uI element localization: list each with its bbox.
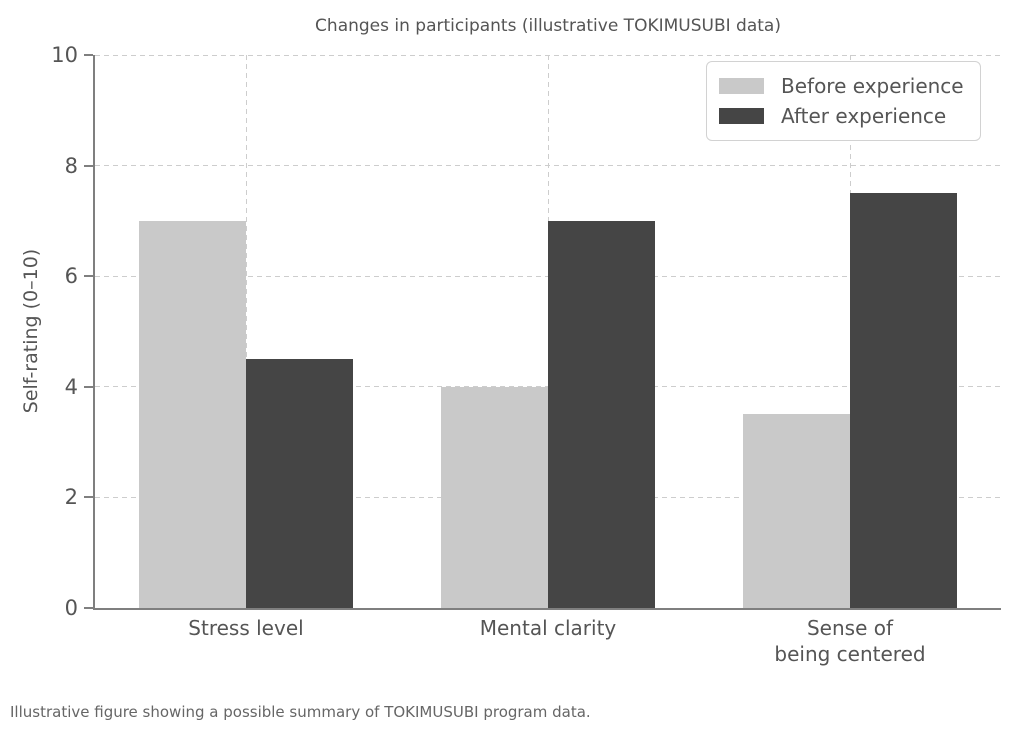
x-tick-label: Stress level (188, 616, 304, 640)
bar-after (246, 359, 353, 608)
bar-before (139, 220, 246, 608)
x-tick-label: Sense of being centered (774, 616, 926, 666)
legend-label-before: Before experience (781, 74, 964, 98)
bar-after (548, 220, 655, 608)
bar-before (441, 386, 548, 608)
y-tick-mark (84, 275, 93, 278)
y-axis-spine (93, 55, 95, 610)
chart-title: Changes in participants (illustrative TO… (315, 16, 781, 36)
bar-before (743, 414, 850, 608)
y-tick-mark (84, 496, 93, 499)
legend-swatch-before (719, 78, 764, 94)
y-tick-mark (84, 164, 93, 167)
y-tick-mark (84, 607, 93, 609)
figure-caption: Illustrative figure showing a possible s… (10, 703, 591, 721)
y-tick-mark (84, 54, 93, 56)
legend-swatch-after (719, 108, 764, 124)
x-tick-label: Mental clarity (479, 616, 617, 640)
y-tick-mark (84, 385, 93, 388)
legend-item-before: Before experience (719, 71, 964, 101)
plot-area (95, 54, 1001, 608)
y-tick-label: 6 (64, 264, 78, 289)
legend: Before experience After experience (706, 61, 981, 141)
x-axis-spine (93, 608, 1001, 610)
y-tick-label: 8 (64, 153, 78, 178)
y-tick-label: 4 (64, 374, 78, 399)
y-tick-label: 10 (51, 43, 78, 67)
y-tick-label: 2 (64, 485, 78, 510)
y-tick-label: 0 (64, 596, 78, 620)
legend-label-after: After experience (781, 104, 947, 128)
legend-item-after: After experience (719, 101, 964, 131)
gridline-vertical (245, 55, 247, 608)
bar-after (850, 193, 957, 608)
